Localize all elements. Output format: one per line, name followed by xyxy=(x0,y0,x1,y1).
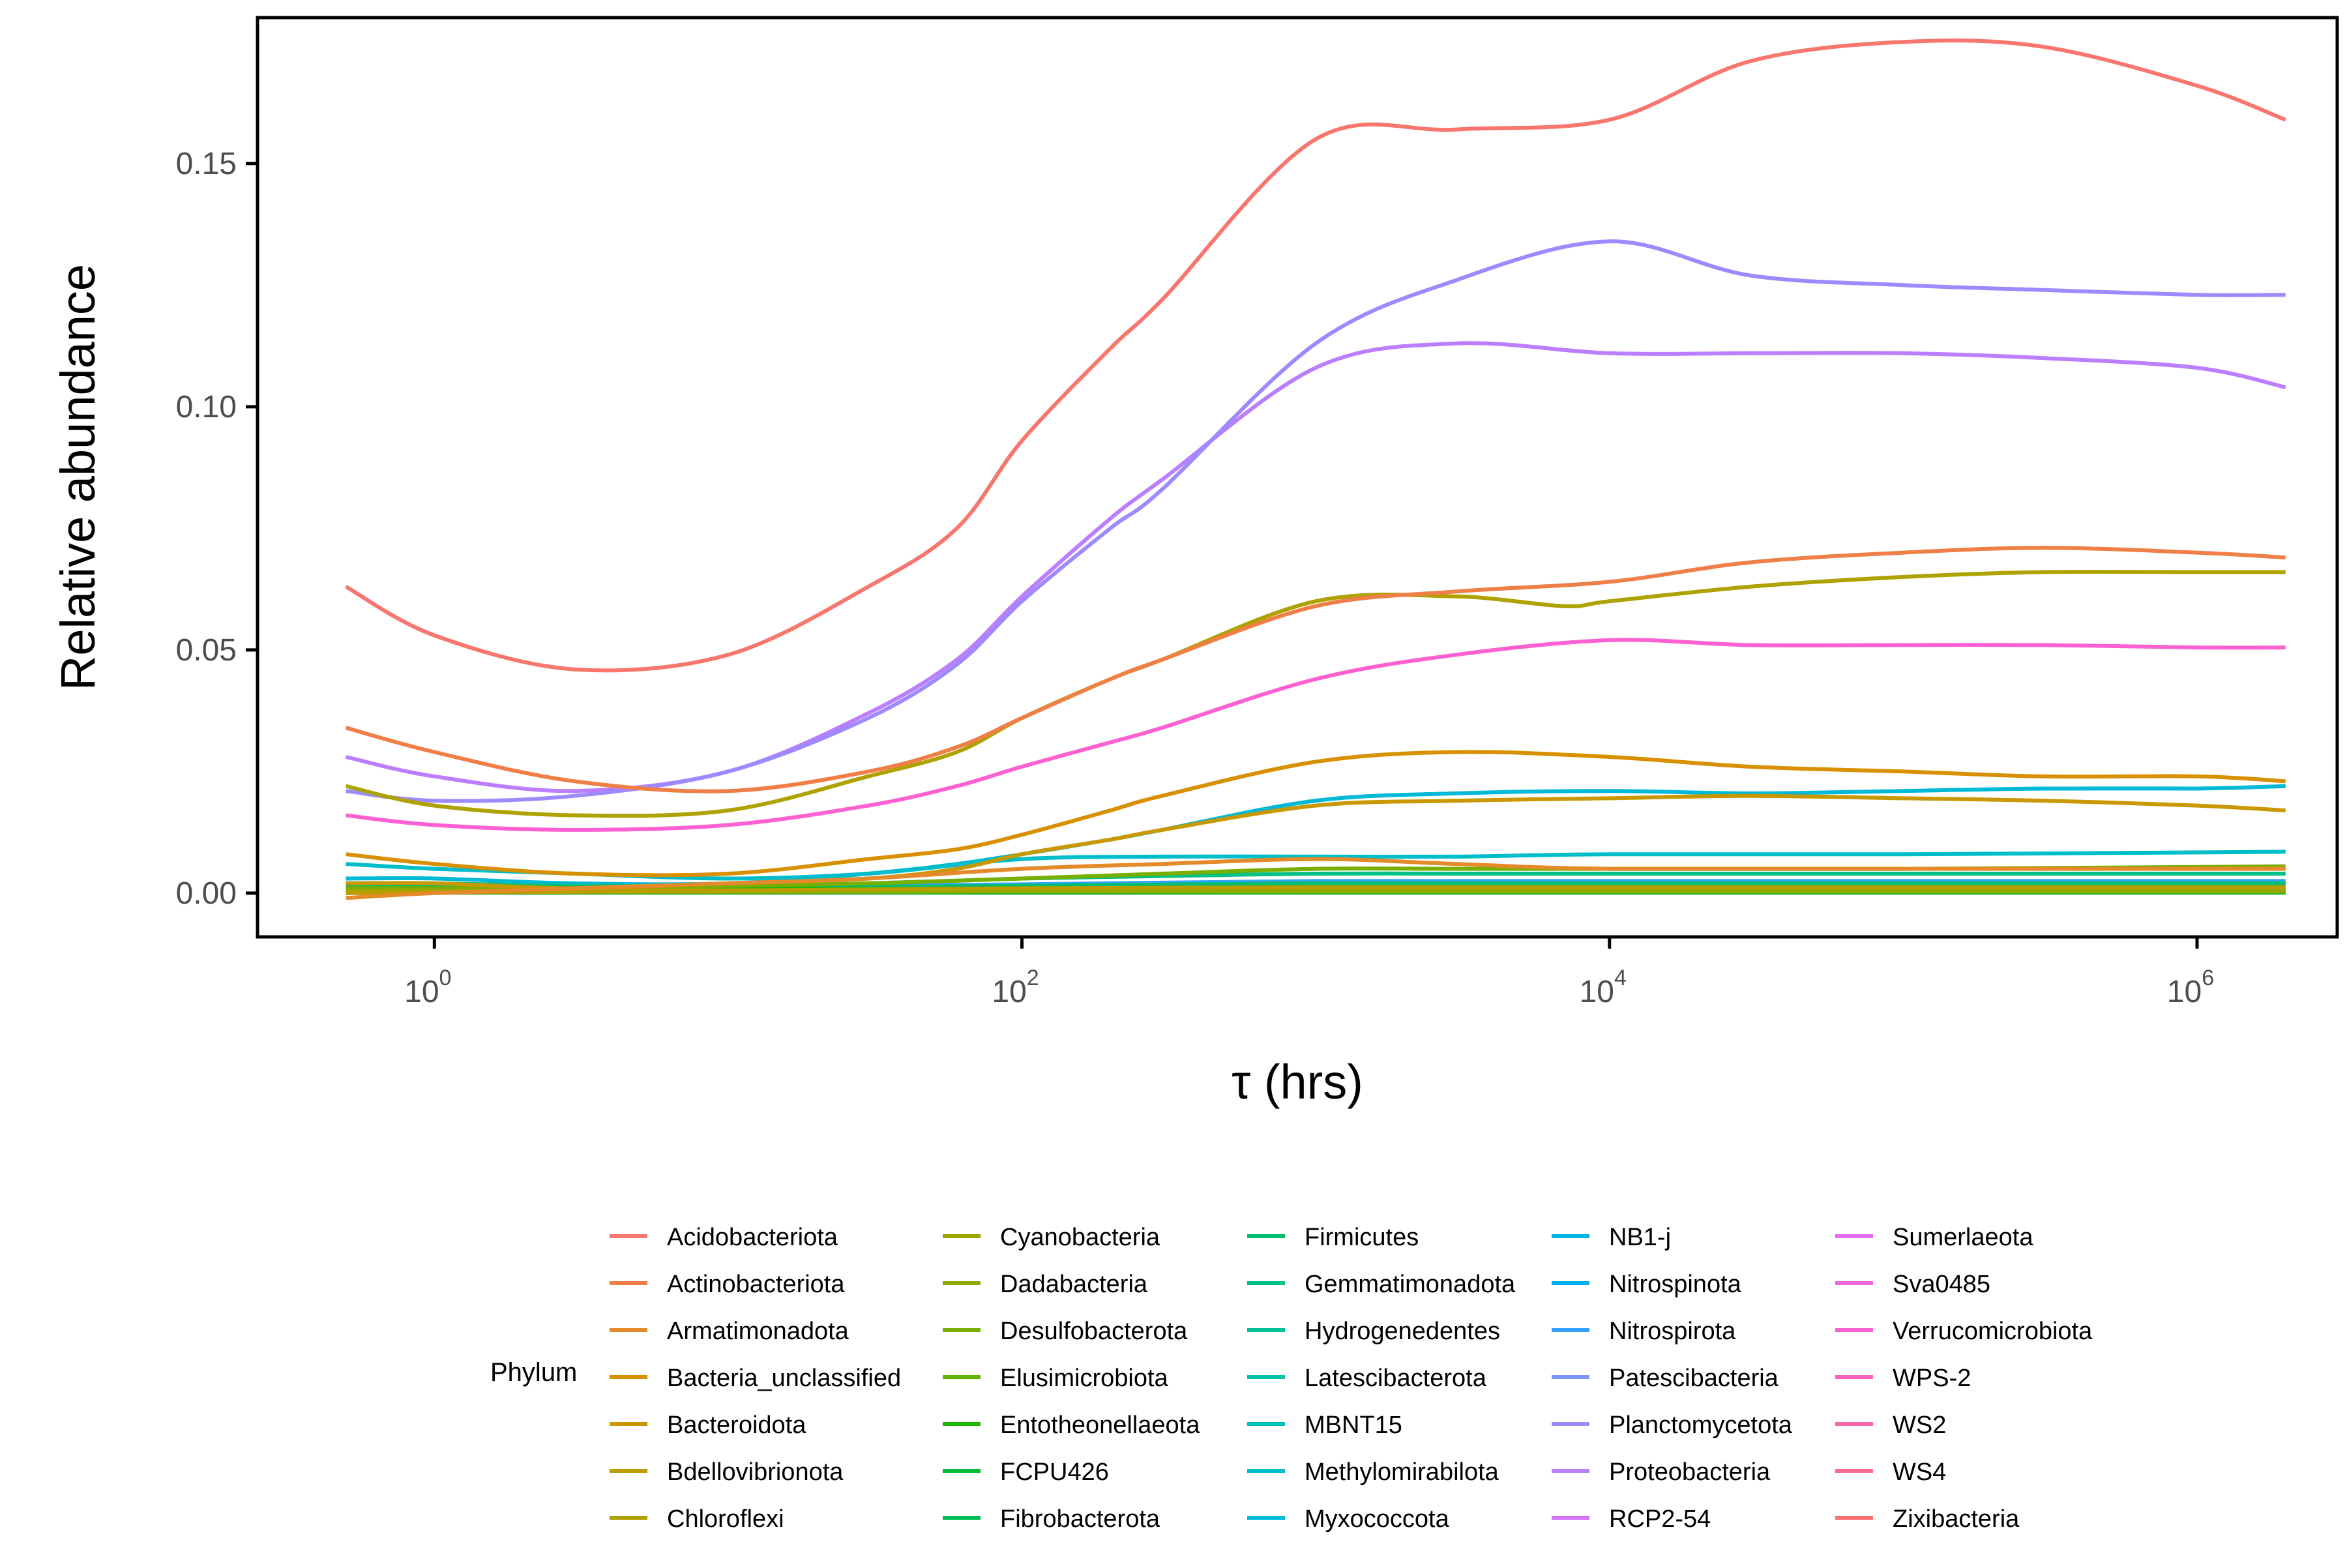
legend-label: Patescibacteria xyxy=(1609,1365,1779,1392)
legend-item: Sumerlaeota xyxy=(1835,1224,2033,1251)
legend-label: Dadabacteria xyxy=(1000,1271,1148,1298)
legend-item: Desulfobacterota xyxy=(943,1318,1188,1345)
series-line-chloroflexi xyxy=(345,569,2286,818)
y-axis-label: Relative abundance xyxy=(51,264,105,690)
x-tick-label: 104 xyxy=(1580,966,1627,1009)
legend-label: Desulfobacterota xyxy=(1000,1318,1188,1345)
legend-label: Zixibacteria xyxy=(1893,1505,2020,1533)
legend-item: FCPU426 xyxy=(943,1458,1109,1486)
x-tick-label: 106 xyxy=(2167,966,2214,1009)
series-line-armatimonadota xyxy=(346,857,2286,900)
legend-label: Armatimonadota xyxy=(667,1318,849,1345)
legend-item: Fibrobacterota xyxy=(943,1505,1160,1533)
legend-label: Bacteroidota xyxy=(667,1412,806,1439)
legend-label: Latescibacterota xyxy=(1305,1365,1487,1392)
legend-item: Armatimonadota xyxy=(610,1318,849,1345)
legend-label: Nitrospirota xyxy=(1609,1318,1736,1345)
legend-label: Myxococcota xyxy=(1305,1505,1450,1533)
legend-label: Hydrogenedentes xyxy=(1305,1318,1500,1345)
legend-item: Cyanobacteria xyxy=(943,1224,1160,1251)
legend-label: Planctomycetota xyxy=(1609,1412,1793,1439)
legend-label: WPS-2 xyxy=(1893,1365,1971,1392)
y-axis: 0.00 0.05 0.10 0.15 xyxy=(176,147,258,911)
series-line-acidobacteriota xyxy=(345,38,2286,673)
series-line-verrucomicrobiota xyxy=(346,638,2286,832)
legend-item: Bdellovibrionota xyxy=(610,1458,844,1486)
legend-label: Bdellovibrionota xyxy=(667,1458,844,1486)
legend-label: Gemmatimonadota xyxy=(1305,1271,1516,1298)
x-axis-label: τ (hrs) xyxy=(1232,1055,1363,1109)
legend-item: Sva0485 xyxy=(1835,1271,1990,1298)
y-tick-label: 0.15 xyxy=(176,147,237,181)
legend-item: Hydrogenedentes xyxy=(1247,1318,1500,1345)
legend-label: WS2 xyxy=(1893,1412,1946,1439)
legend-item: Zixibacteria xyxy=(1835,1505,2020,1533)
y-tick-label: 0.10 xyxy=(176,390,237,424)
legend-item: Elusimicrobiota xyxy=(943,1365,1169,1392)
legend-label: MBNT15 xyxy=(1305,1412,1402,1439)
legend-label: Cyanobacteria xyxy=(1000,1224,1160,1251)
legend-item: Entotheonellaeota xyxy=(943,1412,1200,1439)
legend-item: Firmicutes xyxy=(1247,1224,1419,1251)
legend-label: Acidobacteriota xyxy=(667,1224,838,1251)
legend-label: Bacteria_unclassified xyxy=(667,1365,901,1392)
series-line-planctomycetota xyxy=(346,239,2286,803)
legend-label: NB1-j xyxy=(1609,1224,1671,1251)
series-line-bacteria-unclassified xyxy=(346,750,2286,878)
legend-label: FCPU426 xyxy=(1000,1458,1109,1486)
legend-item: Bacteria_unclassified xyxy=(610,1365,901,1392)
legend-item: WPS-2 xyxy=(1835,1365,1971,1392)
legend-item: Myxococcota xyxy=(1247,1505,1450,1533)
legend-item: RCP2-54 xyxy=(1552,1505,1711,1533)
x-axis: 100 102 104 106 xyxy=(404,937,2214,1009)
legend-item: Dadabacteria xyxy=(943,1271,1148,1298)
legend-item: Patescibacteria xyxy=(1552,1365,1779,1392)
legend-label: RCP2-54 xyxy=(1609,1505,1711,1533)
series-line-bdellovibrionota xyxy=(346,885,2286,895)
legend-item: Methylomirabilota xyxy=(1247,1458,1499,1486)
legend-item: Nitrospinota xyxy=(1552,1271,1742,1298)
legend-item: WS2 xyxy=(1835,1412,1946,1439)
legend-item: Actinobacteriota xyxy=(610,1271,845,1298)
legend-item: Verrucomicrobiota xyxy=(1835,1318,2093,1345)
legend-label: WS4 xyxy=(1893,1458,1946,1486)
legend-title: Phylum xyxy=(490,1358,577,1387)
legend-item: Latescibacterota xyxy=(1247,1365,1487,1392)
x-tick-label: 100 xyxy=(404,966,451,1009)
legend-label: Methylomirabilota xyxy=(1305,1458,1499,1486)
y-tick-label: 0.00 xyxy=(176,876,237,911)
legend-item: Gemmatimonadota xyxy=(1247,1271,1516,1298)
legend-label: Chloroflexi xyxy=(667,1505,784,1533)
legend-label: Actinobacteriota xyxy=(667,1271,845,1298)
legend-item: Acidobacteriota xyxy=(610,1224,838,1251)
legend-item: Proteobacteria xyxy=(1552,1458,1771,1486)
legend-item: Bacteroidota xyxy=(610,1412,806,1439)
legend-item: NB1-j xyxy=(1552,1224,1671,1251)
legend-label: Nitrospinota xyxy=(1609,1271,1742,1298)
legend-item: Planctomycetota xyxy=(1552,1412,1793,1439)
legend-item: Nitrospirota xyxy=(1552,1318,1736,1345)
series-layer xyxy=(345,38,2286,900)
legend-label: Sumerlaeota xyxy=(1893,1224,2033,1251)
legend-item: WS4 xyxy=(1835,1458,1946,1486)
legend-label: Fibrobacterota xyxy=(1000,1505,1160,1533)
legend-label: Proteobacteria xyxy=(1609,1458,1771,1486)
legend-label: Entotheonellaeota xyxy=(1000,1412,1200,1439)
legend-label: Elusimicrobiota xyxy=(1000,1365,1169,1392)
legend-label: Sva0485 xyxy=(1893,1271,1990,1298)
legend-label: Verrucomicrobiota xyxy=(1893,1318,2093,1345)
series-line-actinobacteriota xyxy=(345,546,2286,793)
legend-label: Firmicutes xyxy=(1305,1224,1419,1251)
legend: Acidobacteriota Actinobacteriota Armatimon… xyxy=(610,1224,2093,1533)
y-tick-label: 0.05 xyxy=(176,633,237,668)
x-tick-label: 102 xyxy=(992,966,1039,1009)
legend-item: MBNT15 xyxy=(1247,1412,1402,1439)
legend-item: Chloroflexi xyxy=(610,1505,784,1533)
